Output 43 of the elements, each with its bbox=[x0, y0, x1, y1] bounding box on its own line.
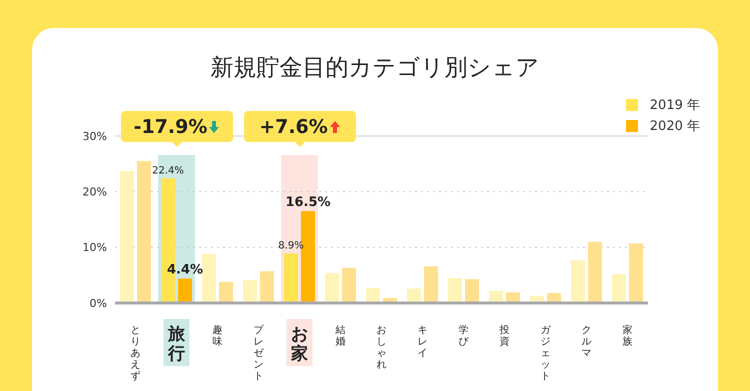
x-tick-label: 結婚 bbox=[334, 324, 346, 348]
bar bbox=[284, 253, 298, 303]
bar bbox=[243, 280, 257, 303]
annotation: -17.9% bbox=[134, 116, 208, 138]
x-tick-label: おしゃれ bbox=[376, 324, 386, 370]
bar bbox=[588, 242, 602, 303]
x-tick-label: 趣味 bbox=[212, 324, 222, 348]
bar bbox=[465, 279, 479, 303]
bar bbox=[325, 272, 339, 303]
y-tick-label: 0% bbox=[90, 296, 107, 310]
bar bbox=[448, 278, 462, 303]
y-tick-label: 20% bbox=[82, 186, 107, 199]
x-tick-label: 旅行 bbox=[167, 324, 186, 364]
y-tick-label: 10% bbox=[82, 241, 107, 254]
x-tick-label: クルマ bbox=[582, 324, 592, 359]
data-label: 16.5% bbox=[285, 195, 331, 210]
chart-title: 新規貯金目的カテゴリ別シェア bbox=[210, 54, 540, 83]
bar bbox=[342, 268, 356, 303]
bar bbox=[571, 260, 585, 303]
x-tick-label: とりあえず bbox=[130, 324, 140, 382]
x-tick-label: お家 bbox=[290, 324, 308, 364]
bar bbox=[424, 266, 438, 303]
bar bbox=[219, 282, 233, 303]
x-tick-label: 投資 bbox=[498, 324, 510, 348]
bar bbox=[178, 278, 192, 303]
bar bbox=[629, 243, 643, 303]
x-tick-label: プレゼント bbox=[254, 324, 264, 382]
x-tick-label: 学び bbox=[458, 324, 470, 348]
legend-label: 2020 年 bbox=[650, 118, 700, 134]
bar bbox=[260, 271, 274, 303]
x-tick-label: ガジェット bbox=[540, 324, 552, 382]
bar bbox=[120, 171, 134, 303]
data-label: 22.4% bbox=[152, 165, 184, 176]
annotation: +7.6% bbox=[259, 116, 328, 138]
legend-label: 2019 年 bbox=[650, 96, 700, 114]
x-tick-label: キレイ bbox=[418, 324, 428, 359]
bar bbox=[366, 288, 380, 303]
y-tick-label: 30% bbox=[82, 130, 107, 143]
bar bbox=[137, 161, 151, 303]
bar bbox=[407, 288, 421, 303]
bar bbox=[612, 274, 626, 303]
bar bbox=[202, 254, 216, 303]
x-tick-label: 家族 bbox=[622, 324, 632, 348]
